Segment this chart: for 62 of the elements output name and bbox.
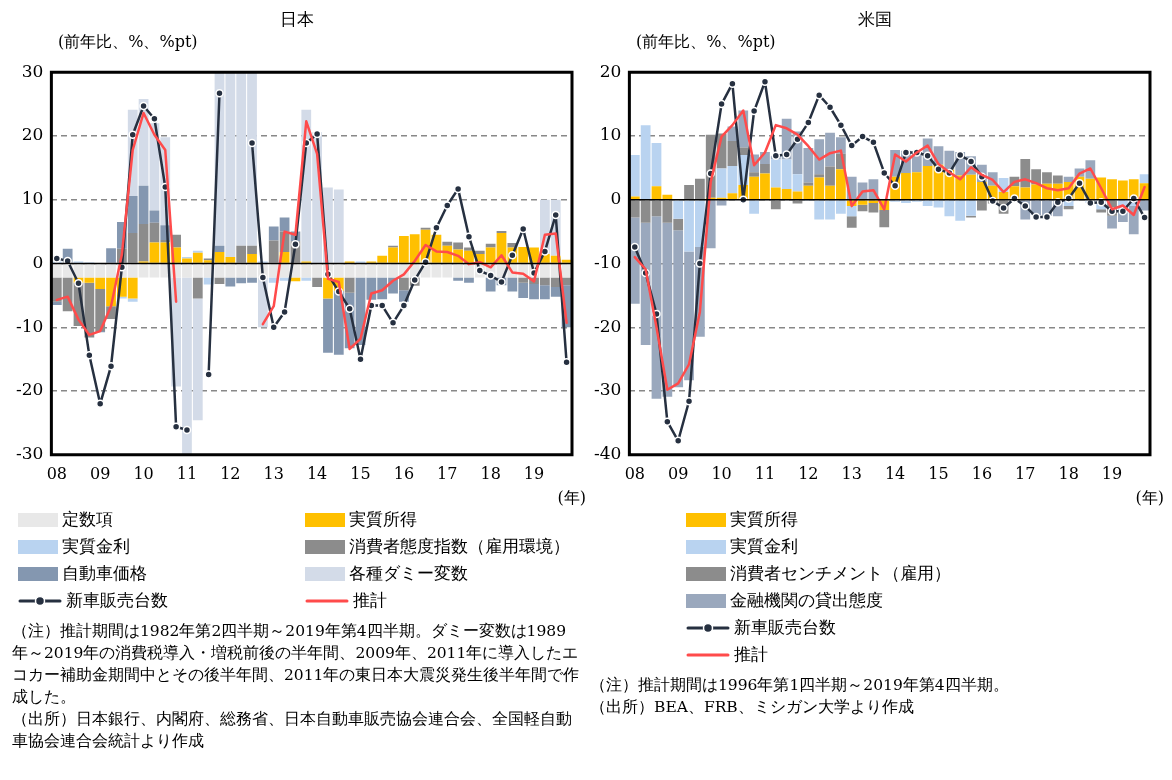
text: （出所）日本銀行、内閣府、総務省、日本自動車販売協会連合会、全国軽自動車協会連合会統計より作成 <box>12 709 573 752</box>
y-tick-label: -20 <box>593 315 622 336</box>
y-tick-label: 10 <box>21 188 44 209</box>
x-tick-label: 14 <box>884 463 906 483</box>
x-tick-label: 12 <box>220 463 241 483</box>
legend-label: 実質所得 <box>730 508 798 531</box>
x-tick-label: 15 <box>350 463 371 483</box>
x-tick-label: 16 <box>393 463 415 483</box>
x-tick-label: 19 <box>1101 463 1123 483</box>
legend-label: 消費者態度指数（雇用環境） <box>349 535 570 558</box>
x-axis-title: (年) <box>556 488 586 508</box>
x-tick-label: 08 <box>46 463 67 483</box>
text: （出所）BEA、FRB、ミシガン大学より作成 <box>590 697 915 718</box>
y-axis-title: (前年比、%、%pt) <box>635 32 777 53</box>
y-tick-label: -40 <box>593 443 622 464</box>
x-tick-label: 16 <box>971 463 993 483</box>
legend-label: 新車販売台数 <box>734 616 836 639</box>
y-tick-label: -10 <box>15 315 44 336</box>
legend-label: 消費者センチメント（雇用） <box>730 562 951 585</box>
y-tick-label: 30 <box>21 60 44 81</box>
x-tick-label: 19 <box>523 463 545 483</box>
legend-label: 実質所得 <box>349 508 417 531</box>
x-tick-label: 11 <box>176 463 198 483</box>
y-tick-label: 20 <box>21 124 44 145</box>
legend-label: 定数項 <box>62 508 113 531</box>
x-tick-label: 14 <box>306 463 328 483</box>
y-tick-label: 0 <box>610 188 622 209</box>
x-tick-label: 12 <box>798 463 819 483</box>
y-tick-label: 0 <box>32 251 44 272</box>
legend-label: 実質金利 <box>62 535 130 558</box>
x-tick-label: 10 <box>711 463 732 483</box>
x-tick-label: 09 <box>90 463 111 483</box>
x-axis-title: (年) <box>1134 488 1164 508</box>
x-tick-label: 11 <box>754 463 776 483</box>
y-axis-title: (前年比、%、%pt) <box>57 32 199 53</box>
y-tick-label: -20 <box>15 379 44 400</box>
legend-label: 推計 <box>734 643 768 666</box>
x-tick-label: 13 <box>841 463 862 483</box>
x-tick-label: 08 <box>624 463 645 483</box>
legend-label: 自動車価格 <box>62 562 147 585</box>
x-tick-label: 10 <box>133 463 154 483</box>
legend-label: 各種ダミー変数 <box>349 562 468 585</box>
chart-title: 日本 <box>279 8 315 31</box>
legend-label: 新車販売台数 <box>66 589 168 612</box>
chart-title: 米国 <box>857 8 893 31</box>
x-tick-label: 17 <box>437 463 458 483</box>
x-tick-label: 15 <box>928 463 949 483</box>
x-tick-label: 18 <box>1058 463 1079 483</box>
y-tick-label: -30 <box>15 443 44 464</box>
x-tick-label: 13 <box>263 463 284 483</box>
legend-label: 実質金利 <box>730 535 798 558</box>
legend-label: 推計 <box>353 589 387 612</box>
y-tick-label: -10 <box>593 251 622 272</box>
legend-label: 金融機関の貸出態度 <box>730 589 883 612</box>
y-tick-label: 20 <box>599 60 622 81</box>
text: （注）推計期間は1982年第2四半期～2019年第4四半期。ダミー変数は1989年～2019年の消費税導入・増税前後の半年間、2009年、2011年に導入したエコカー補助金期間中とその後半年間、2011年の東日本大震災発生後半年間で作成した。 <box>12 621 581 708</box>
x-tick-label: 17 <box>1015 463 1036 483</box>
y-tick-label: -30 <box>593 379 622 400</box>
y-tick-label: 10 <box>599 124 622 145</box>
x-tick-label: 18 <box>480 463 501 483</box>
text: （注）推計期間は1996年第1四半期～2019年第4四半期。 <box>590 675 1010 696</box>
x-tick-label: 09 <box>668 463 689 483</box>
